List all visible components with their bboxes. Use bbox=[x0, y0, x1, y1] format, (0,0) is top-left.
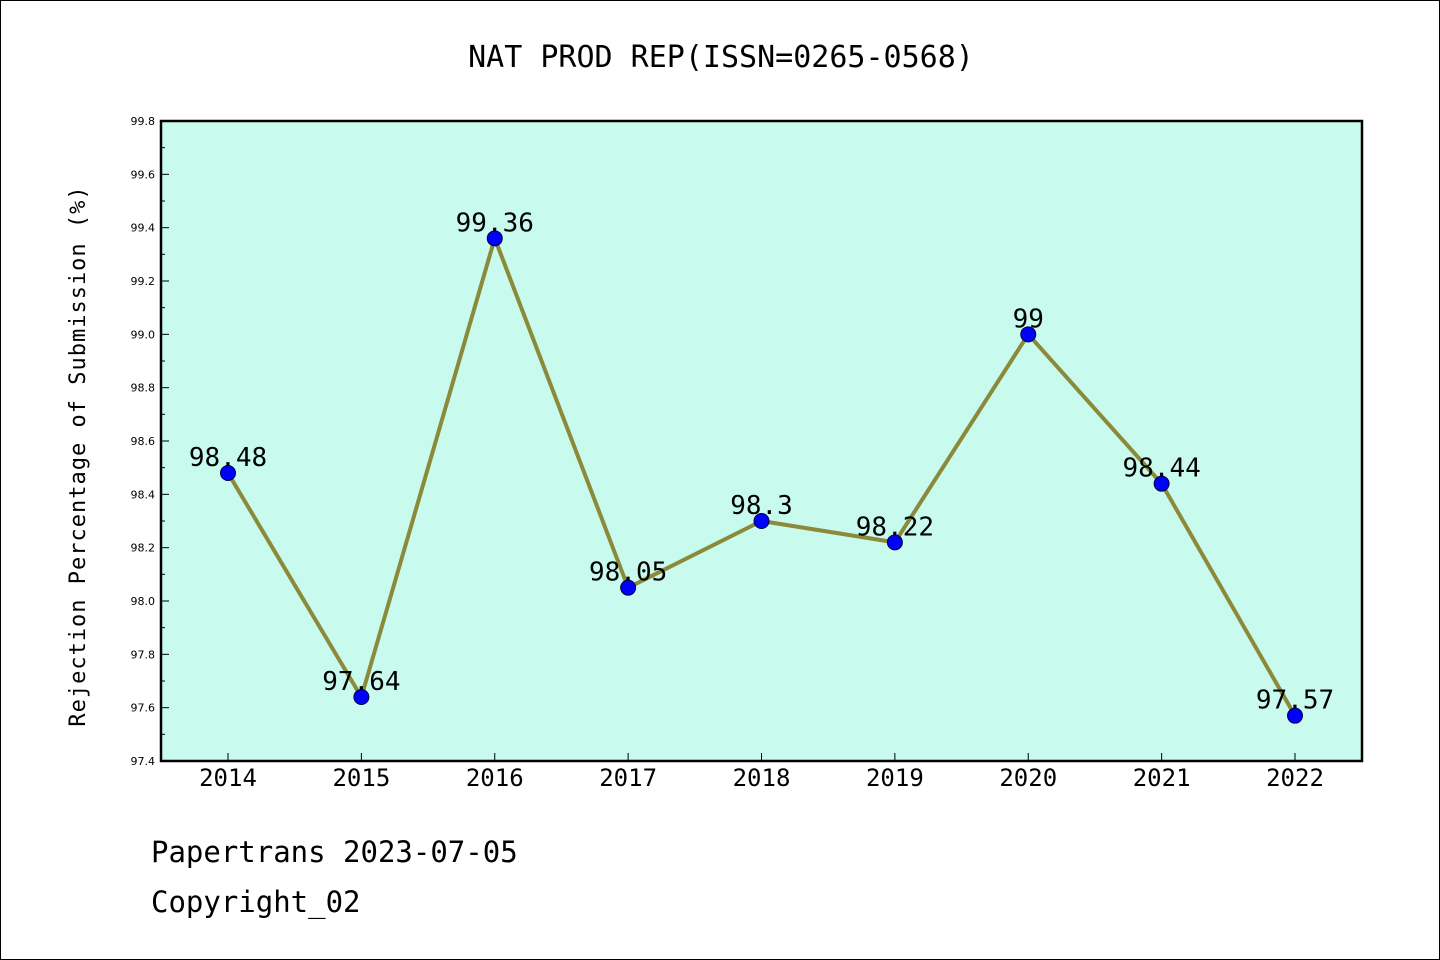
y-tick-label: 99.8 bbox=[131, 115, 156, 128]
y-axis-label: Rejection Percentage of Submission (%) bbox=[66, 185, 91, 726]
y-tick-label: 99.2 bbox=[131, 275, 156, 288]
plot-border bbox=[159, 119, 1364, 763]
y-tick-label: 99.6 bbox=[131, 168, 156, 181]
x-tick-label: 2016 bbox=[466, 764, 524, 792]
data-point bbox=[1287, 707, 1303, 724]
chart-title: NAT PROD REP(ISSN=0265-0568) bbox=[468, 40, 974, 75]
data-labels: 98.48 97.64 99.36 98.05 98.3 98.22 99 98.44 97.5… bbox=[189, 208, 1334, 715]
y-tick-label: 98.2 bbox=[131, 542, 156, 555]
x-tick-label: 2017 bbox=[599, 764, 657, 792]
data-point bbox=[486, 230, 503, 247]
data-point bbox=[1153, 475, 1170, 492]
y-tick-label: 97.4 bbox=[131, 755, 156, 768]
plot-area bbox=[161, 121, 1362, 761]
x-tick-label: 2021 bbox=[1133, 764, 1191, 792]
y-tick-label: 98.6 bbox=[131, 435, 156, 448]
y-tick-label: 99.0 bbox=[131, 328, 156, 341]
data-label: 99 bbox=[1013, 304, 1044, 334]
data-label: 97.64 bbox=[322, 667, 400, 697]
data-label: 98.3 bbox=[730, 491, 793, 521]
x-tick-label: 2019 bbox=[866, 764, 924, 792]
data-label: 97.57 bbox=[1256, 686, 1334, 716]
footer-date: Papertrans 2023-07-05 bbox=[151, 835, 518, 869]
data-point bbox=[753, 513, 770, 529]
axis-ticks: 97.4 97.6 97.8 98.0 98.2 98.4 98.6 98.8 99.0 99.2… bbox=[131, 115, 1324, 792]
data-points bbox=[220, 230, 1303, 724]
y-tick-label: 98.8 bbox=[131, 382, 156, 395]
footer-copyright: Copyright_02 bbox=[151, 885, 361, 919]
data-label: 98.22 bbox=[856, 512, 934, 542]
y-tick-label: 98.0 bbox=[131, 595, 156, 608]
y-tick-label: 97.6 bbox=[131, 702, 156, 715]
x-tick-label: 2015 bbox=[332, 764, 390, 792]
data-label: 99.36 bbox=[456, 208, 534, 238]
x-tick-label: 2014 bbox=[199, 764, 257, 792]
x-tick-label: 2022 bbox=[1266, 764, 1324, 792]
data-point bbox=[353, 689, 370, 705]
data-label: 98.48 bbox=[189, 443, 267, 473]
y-tick-label: 98.4 bbox=[131, 488, 156, 501]
data-point bbox=[620, 579, 637, 596]
data-point bbox=[886, 534, 903, 551]
y-tick-label: 97.8 bbox=[131, 648, 156, 661]
data-label: 98.05 bbox=[589, 558, 667, 588]
x-tick-label: 2020 bbox=[999, 764, 1057, 792]
data-point bbox=[1020, 326, 1037, 343]
data-point bbox=[220, 465, 236, 481]
x-tick-label: 2018 bbox=[733, 764, 791, 792]
y-tick-label: 99.4 bbox=[131, 222, 156, 235]
data-label: 98.44 bbox=[1122, 454, 1200, 484]
